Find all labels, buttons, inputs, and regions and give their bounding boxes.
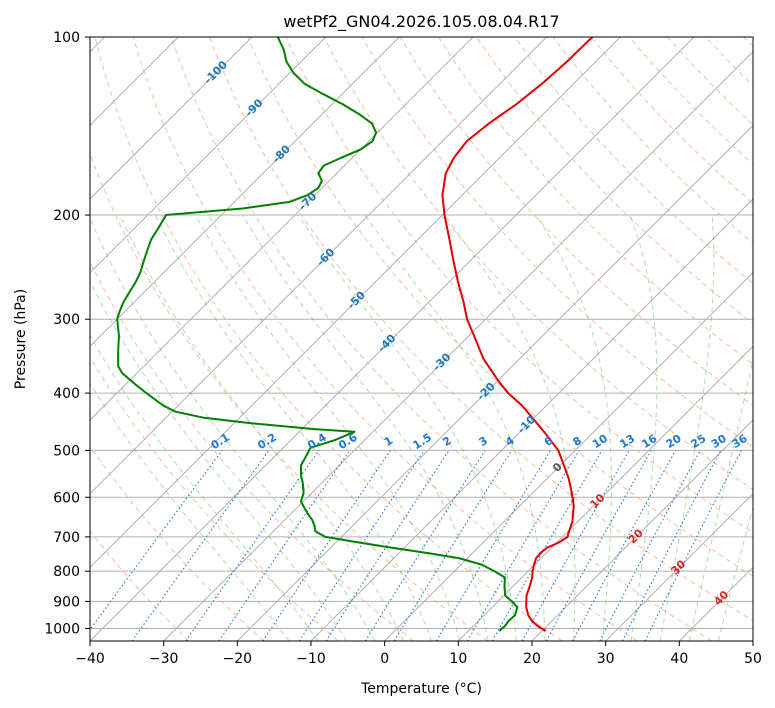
isotherm-line [605,492,753,641]
x-tick-label: −20 [223,651,253,667]
x-tick-label: 50 [744,651,762,667]
moist-adiabat-line [444,214,576,641]
isotherm-line [457,345,753,641]
isotherm-line [163,50,753,641]
mixing-ratio-line [393,450,513,641]
isotherm-line [90,37,548,495]
y-tick-label: 400 [53,386,80,402]
dry-adiabat-line [90,530,190,641]
mixing-ratio-line [262,450,391,641]
y-tick-label: 100 [53,30,80,46]
dry-adiabat-line [285,37,753,534]
mixing-ratio-line [218,450,351,641]
temperature-profile-line [441,37,594,632]
dry-adiabat-line [90,356,339,641]
x-tick-label: 10 [449,651,467,667]
mixing-ratio-line [185,450,320,641]
moist-adiabat-line [629,214,658,641]
data-lines [116,37,594,632]
isotherm-line [531,419,753,641]
mixing-ratio-line [298,450,425,641]
dry-adiabat-line [247,37,753,577]
moist-adiabat-line [90,216,376,641]
y-tick-label: 600 [53,490,80,506]
dry-adiabat-line [94,37,563,641]
dry-adiabat-line [90,152,488,641]
moist-adiabat-line [688,356,753,641]
mixing-ratio-line [521,450,630,641]
mixing-ratio-line [325,450,450,641]
moist-adiabat-line [90,334,319,641]
x-tick-label: −10 [296,651,326,667]
dry-adiabat-line [132,37,638,641]
x-tick-label: −40 [75,651,105,667]
y-axis: 100 200 300 400 500 600 700 800 900 1000 [44,30,90,637]
moist-adiabat-line [297,214,517,641]
dry-adiabat-line [399,37,753,407]
moist-adiabat-line [242,214,489,641]
mixing-ratio-line [90,450,223,631]
mixing-ratio-line [644,450,742,641]
mixing-ratio-line [621,450,722,641]
mixing-ratio-line [131,450,270,641]
chart-title: wetPf2_GN04.2026.105.08.04.R17 [283,12,559,32]
isotherm-line [90,37,327,274]
dry-adiabat-line [90,260,414,641]
moist-adiabat-line [154,214,432,641]
isotherm-line [384,271,753,641]
background-lines [90,37,753,641]
x-tick-label: 30 [597,651,615,667]
dry-adiabat-line [514,37,753,284]
y-tick-label: 300 [53,312,80,328]
dewpoint-profile-line [116,37,519,632]
dry-adiabat-line [170,37,712,641]
dry-adiabat-line [209,37,753,622]
x-axis-label: Temperature (°C) [360,681,482,697]
y-tick-label: 200 [53,208,80,224]
moist-adiabat-line [119,214,404,641]
moist-adiabat-line [90,280,347,641]
moist-adiabat-line [364,214,546,641]
x-tick-label: 20 [523,651,541,667]
y-tick-label: 1000 [44,621,80,637]
dry-adiabat-line [90,445,264,641]
isotherm-line [90,37,621,569]
isotherm-line [90,37,400,348]
isotherm-line [236,124,753,641]
moist-adiabat-line [535,214,612,641]
moist-adiabat-line [659,215,715,641]
y-tick-label: 900 [53,594,80,610]
x-axis: −40 −30 −20 −10 0 10 20 30 40 50 [75,641,762,667]
y-tick-label: 500 [53,443,80,459]
y-tick-label: 800 [53,564,80,580]
x-tick-label: 0 [380,651,389,667]
mixing-ratio-line [545,450,652,641]
isotherm-line [90,37,253,200]
moist-adiabat-line [195,214,461,641]
plot-area: 0.1 0.2 0.4 0.6 1 1.5 2 3 4 6 8 10 13 16 20 25 30 36-100-… [89,36,754,642]
plot-frame [89,36,754,642]
isotherm-line [90,37,695,641]
y-axis-label: Pressure (hPa) [13,289,29,389]
y-tick-label: 700 [53,530,80,546]
mixing-ratio-line [572,450,677,641]
isotherm-line [90,37,474,421]
x-tick-label: −30 [149,651,179,667]
plot-background [90,37,753,641]
x-tick-label: 40 [670,651,688,667]
